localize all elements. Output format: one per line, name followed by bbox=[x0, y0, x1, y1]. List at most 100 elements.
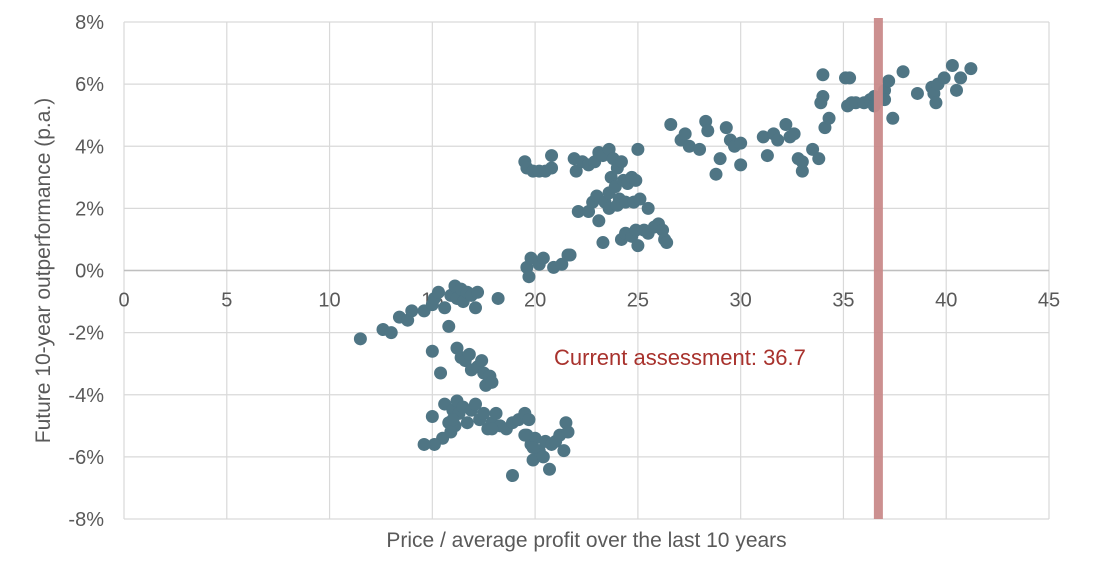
y-tick-label: -4% bbox=[68, 385, 104, 407]
scatter-point bbox=[353, 332, 367, 346]
scatter-point bbox=[701, 124, 715, 138]
scatter-point bbox=[491, 291, 505, 305]
scatter-point bbox=[629, 173, 643, 187]
scatter-point bbox=[561, 425, 575, 439]
scatter-point bbox=[756, 130, 770, 144]
scatter-point bbox=[734, 136, 748, 150]
x-tick-label: 0 bbox=[118, 290, 129, 312]
scatter-point bbox=[787, 127, 801, 141]
scatter-point bbox=[882, 74, 896, 88]
scatter-point bbox=[929, 96, 943, 110]
scatter-point bbox=[405, 304, 419, 318]
scatter-point bbox=[945, 58, 959, 72]
scatter-point bbox=[522, 413, 536, 427]
axis-labels: Price / average profit over the last 10 … bbox=[32, 98, 806, 552]
scatter-point bbox=[795, 164, 809, 178]
scatter-point bbox=[678, 127, 692, 141]
scatter-point bbox=[910, 86, 924, 100]
scatter-point bbox=[641, 201, 655, 215]
scatter-point bbox=[557, 444, 571, 458]
scatter-point bbox=[631, 239, 645, 253]
scatter-point bbox=[438, 301, 452, 315]
scatter-point bbox=[795, 155, 809, 169]
y-tick-label: 4% bbox=[75, 136, 104, 158]
scatter-point bbox=[506, 469, 519, 483]
x-tick-label: 25 bbox=[627, 290, 649, 312]
current-assessment-label: Current assessment: 36.7 bbox=[554, 345, 806, 370]
scatter-point bbox=[536, 251, 550, 265]
scatter-point bbox=[812, 152, 826, 166]
scatter-point bbox=[442, 319, 456, 333]
scatter-point bbox=[536, 450, 550, 464]
x-tick-label: 40 bbox=[935, 290, 957, 312]
scatter-point bbox=[384, 326, 398, 340]
current-assessment-marker bbox=[873, 18, 883, 519]
scatter-point bbox=[475, 354, 489, 368]
scatter-point bbox=[954, 71, 968, 85]
scatter-point bbox=[545, 149, 559, 163]
y-tick-label: 0% bbox=[75, 261, 104, 283]
data-points bbox=[353, 58, 978, 483]
scatter-point bbox=[469, 397, 482, 411]
scatter-point bbox=[693, 142, 707, 156]
x-tick-label: 5 bbox=[221, 290, 232, 312]
scatter-point bbox=[964, 62, 978, 76]
scatter-point bbox=[779, 118, 793, 132]
y-tick-label: 6% bbox=[75, 74, 104, 96]
scatter-point bbox=[489, 406, 503, 420]
scatter-point bbox=[822, 111, 836, 125]
x-tick-label: 10 bbox=[318, 290, 340, 312]
scatter-point bbox=[843, 71, 857, 85]
y-axis-title: Future 10-year outperformance (p.a.) bbox=[32, 98, 55, 444]
scatter-point bbox=[471, 285, 485, 299]
scatter-point bbox=[771, 133, 785, 147]
x-axis-title: Price / average profit over the last 10 … bbox=[386, 529, 786, 552]
scatter-point bbox=[760, 149, 774, 163]
scatter-point bbox=[526, 441, 540, 455]
scatter-point bbox=[719, 121, 733, 135]
current-assessment-band bbox=[873, 18, 883, 519]
scatter-point bbox=[806, 142, 820, 156]
y-tick-label: 8% bbox=[75, 12, 104, 34]
scatter-point bbox=[709, 167, 723, 181]
scatter-point bbox=[460, 416, 474, 430]
scatter-point bbox=[569, 164, 583, 178]
scatter-point bbox=[660, 236, 674, 250]
y-tick-label: -8% bbox=[68, 509, 104, 531]
scatter-point bbox=[518, 428, 532, 442]
scatter-point bbox=[485, 375, 499, 389]
scatter-point bbox=[886, 111, 900, 125]
scatter-point bbox=[545, 161, 559, 175]
scatter-point bbox=[664, 118, 678, 132]
scatter-point bbox=[682, 139, 696, 153]
scatter-point bbox=[417, 437, 431, 451]
scatter-point bbox=[614, 155, 628, 169]
scatter-point bbox=[432, 285, 445, 299]
scatter-point bbox=[522, 270, 536, 284]
scatter-point bbox=[561, 248, 575, 262]
scatter-point bbox=[633, 192, 647, 206]
scatter-point bbox=[469, 301, 482, 315]
scatter-point bbox=[937, 71, 951, 85]
y-tick-label: -2% bbox=[68, 323, 104, 345]
scatter-point bbox=[592, 214, 606, 228]
scatter-point bbox=[571, 204, 585, 218]
scatter-point bbox=[555, 257, 569, 271]
scatter-point bbox=[526, 453, 540, 467]
scatter-point bbox=[734, 158, 748, 172]
y-tick-label: -6% bbox=[68, 447, 104, 469]
scatter-point bbox=[477, 406, 491, 420]
x-tick-label: 45 bbox=[1038, 290, 1060, 312]
scatter-point bbox=[816, 68, 830, 82]
scatter-point bbox=[543, 462, 556, 476]
scatter-point bbox=[814, 96, 828, 110]
scatter-point bbox=[896, 65, 910, 79]
scatter-point bbox=[434, 366, 448, 380]
x-tick-label: 30 bbox=[730, 290, 752, 312]
scatter-point bbox=[425, 409, 439, 423]
y-tick-label: 2% bbox=[75, 198, 104, 220]
scatter-point bbox=[462, 347, 476, 361]
scatter-point bbox=[950, 83, 963, 97]
